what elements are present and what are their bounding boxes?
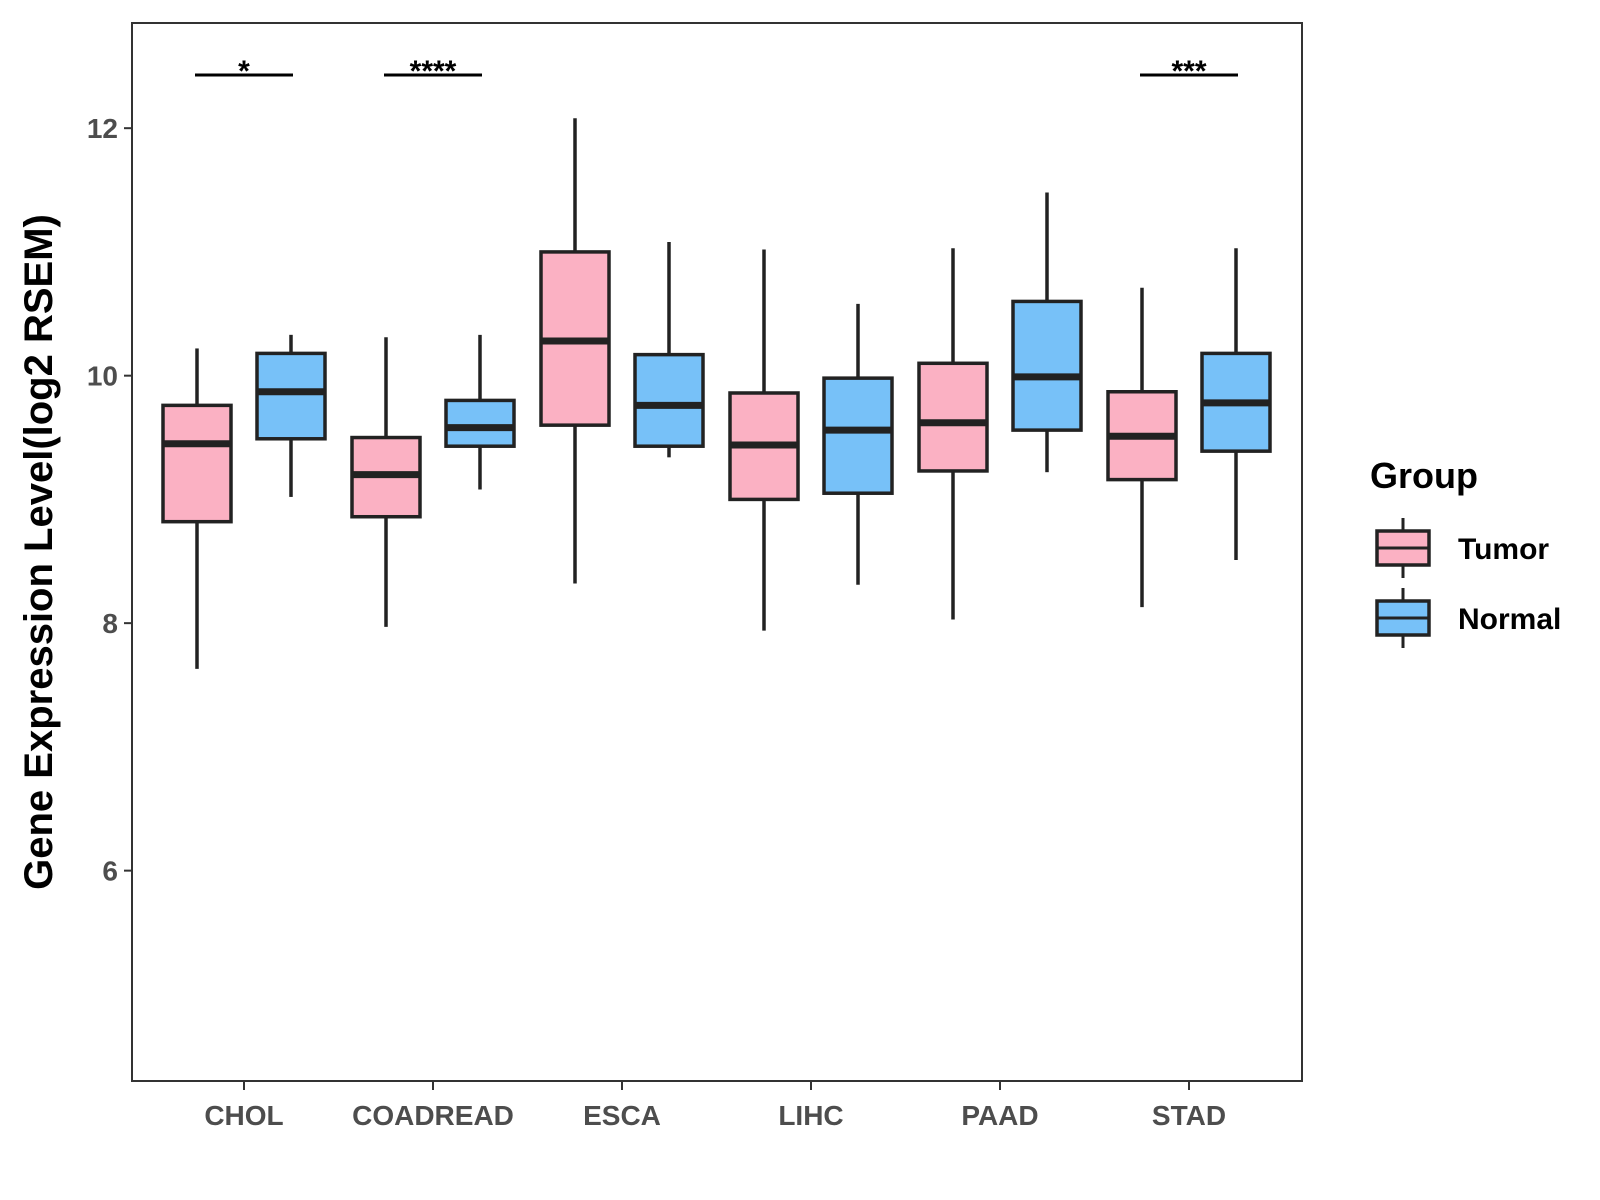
box-tumor [917,361,989,473]
legend-title: Group [1370,455,1478,496]
x-tick-label: ESCA [583,1100,661,1131]
legend-label: Tumor [1458,533,1549,566]
x-axis: CHOL COADREAD ESCA LIHC PAAD STAD [204,1081,1226,1131]
box-normal [255,351,327,441]
x-tick-label: COADREAD [352,1100,514,1131]
significance-label: **** [410,55,457,88]
plot-panel [131,22,1303,1082]
box-normal [822,376,894,495]
significance-layer: * **** *** [195,55,1238,88]
box-normal [444,398,516,448]
y-axis-title: Gene Expression Level(log2 RSEM) [17,214,61,890]
legend: Group Tumor Normal [1370,455,1561,648]
box-normal [633,352,705,448]
significance-label: *** [1171,55,1206,88]
significance-label: * [238,55,250,88]
y-tick-label: 12 [87,113,118,144]
y-tick-label: 6 [102,856,118,887]
x-tick-label: CHOL [204,1100,283,1131]
x-tick-label: STAD [1152,1100,1226,1131]
box-layer [161,118,1272,669]
y-tick-label: 8 [102,608,118,639]
x-tick-label: LIHC [778,1100,843,1131]
box-tumor [161,403,233,524]
y-tick-label: 10 [87,361,118,392]
box-normal [1011,299,1083,432]
legend-label: Normal [1458,603,1561,636]
x-tick-label: PAAD [961,1100,1038,1131]
y-axis: 6 8 10 12 [87,113,132,887]
